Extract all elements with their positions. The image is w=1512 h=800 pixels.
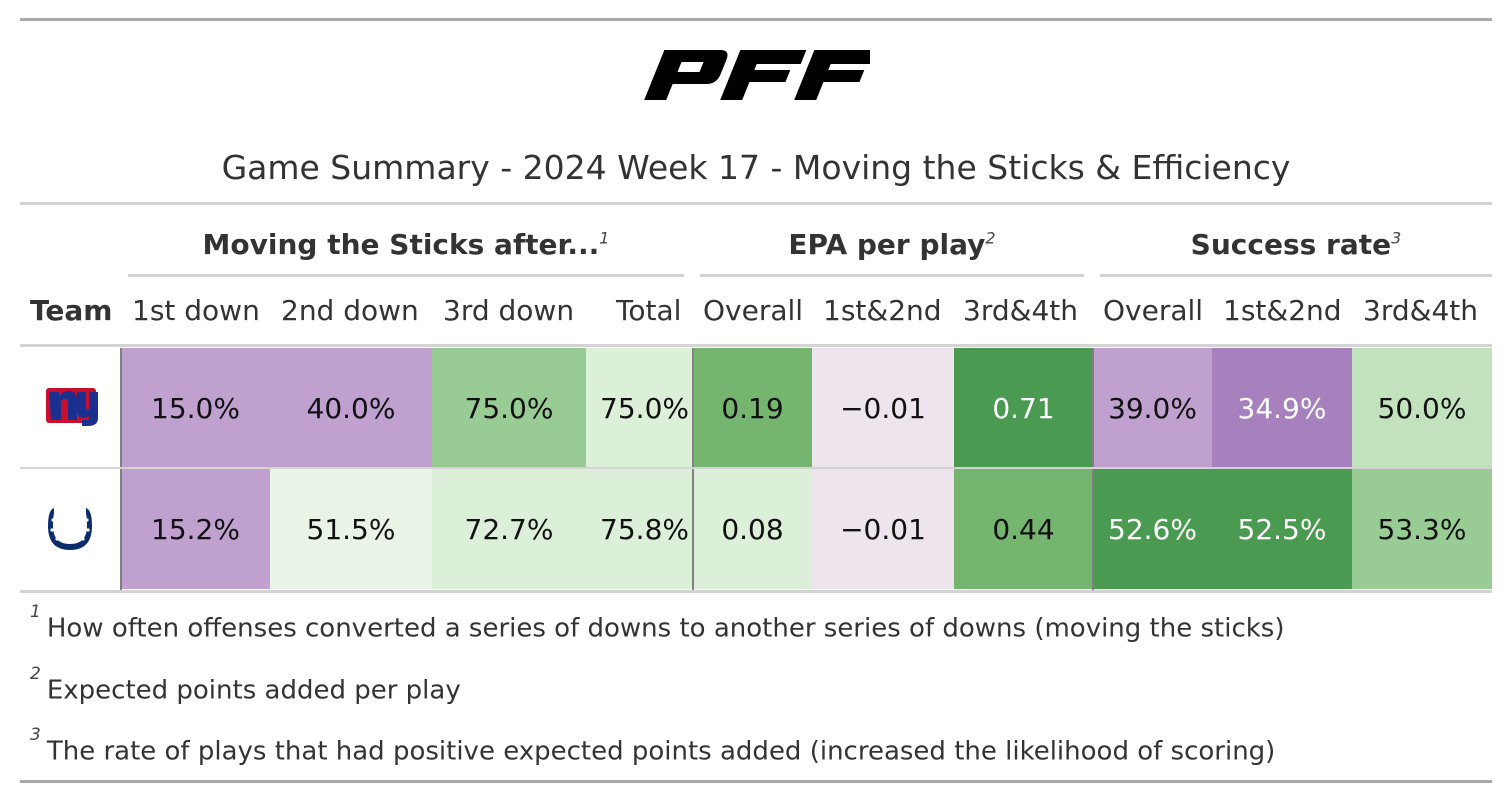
header-rule	[20, 344, 1492, 347]
colts-horseshoe-icon	[48, 508, 92, 550]
team-logo-cell	[40, 500, 100, 560]
column-header: 2nd down	[281, 294, 419, 327]
team-logo-cell	[30, 380, 110, 440]
table-cell: 0.71	[954, 348, 1093, 468]
table-cell: 34.9%	[1212, 348, 1352, 468]
footnote-mark: 2	[30, 664, 41, 684]
pff-logo-graphic	[644, 50, 881, 100]
column-header: 3rd&4th	[1363, 294, 1478, 327]
column-header: Overall	[1103, 294, 1204, 327]
column-group-divider	[120, 348, 122, 590]
footnote-text: The rate of plays that had positive expe…	[46, 736, 1276, 767]
spanner-rule	[128, 274, 684, 277]
table-cell: 0.08	[693, 469, 812, 589]
table-cell: 75.0%	[586, 348, 693, 468]
footnote-mark: 3	[1391, 228, 1402, 248]
footnote-3: 3The rate of plays that had positive exp…	[30, 725, 1276, 767]
column-header: 3rd&4th	[963, 294, 1078, 327]
footnote-text: Expected points added per play	[46, 675, 461, 706]
table-cell: 75.0%	[432, 348, 586, 468]
column-group-divider	[1092, 348, 1094, 590]
column-header: 1st&2nd	[1223, 294, 1342, 327]
table-cell: 53.3%	[1352, 469, 1492, 589]
table-cell: 52.5%	[1212, 469, 1352, 589]
spanner-success-rate: Success rate3	[1100, 228, 1492, 266]
row-separator	[20, 467, 1492, 469]
footnote-mark: 1	[30, 602, 41, 622]
column-header: Total	[616, 294, 682, 327]
footnote-mark: 1	[599, 228, 610, 248]
footnote-2: 2Expected points added per play	[30, 664, 461, 706]
table-cell: 50.0%	[1352, 348, 1492, 468]
table-cell: 15.0%	[121, 348, 270, 468]
column-group-divider	[692, 348, 694, 590]
table-bottom-rule	[20, 780, 1492, 783]
table-cell: 75.8%	[586, 469, 693, 589]
column-header-team: Team	[30, 294, 113, 327]
table-cell: 15.2%	[121, 469, 270, 589]
table-cell: −0.01	[812, 469, 954, 589]
spanner-rule	[1100, 274, 1492, 277]
table-cell: 51.5%	[270, 469, 432, 589]
spanner-epa: EPA per play2	[700, 228, 1084, 266]
spanner-moving-sticks: Moving the Sticks after...1	[128, 228, 684, 266]
spanner-label: Moving the Sticks after...	[202, 228, 600, 261]
table-title: Game Summary - 2024 Week 17 - Moving the…	[221, 148, 1291, 187]
table-cell: −0.01	[812, 348, 954, 468]
footnote-1: 1How often offenses converted a series o…	[30, 602, 1285, 644]
body-bottom-rule	[20, 590, 1492, 593]
table-cell: 52.6%	[1093, 469, 1212, 589]
column-header: 1st&2nd	[823, 294, 942, 327]
pff-logo	[640, 46, 881, 104]
title-rule	[20, 202, 1492, 205]
spanner-label: EPA per play	[788, 228, 986, 261]
table-cell: 0.19	[693, 348, 812, 468]
footnote-text: How often offenses converted a series of…	[46, 613, 1285, 644]
table-cell: 0.44	[954, 469, 1093, 589]
table-top-rule	[20, 18, 1492, 21]
table-cell: 72.7%	[432, 469, 586, 589]
ny-giants-logo-icon	[46, 388, 98, 426]
column-header: 1st down	[132, 294, 260, 327]
footnote-mark: 2	[985, 228, 996, 248]
footnote-mark: 3	[30, 725, 41, 745]
spanner-label: Success rate	[1190, 228, 1392, 261]
table-cell: 40.0%	[270, 348, 432, 468]
table-cell: 39.0%	[1093, 348, 1212, 468]
spanner-rule	[700, 274, 1084, 277]
column-header: 3rd down	[443, 294, 575, 327]
column-header: Overall	[703, 294, 804, 327]
